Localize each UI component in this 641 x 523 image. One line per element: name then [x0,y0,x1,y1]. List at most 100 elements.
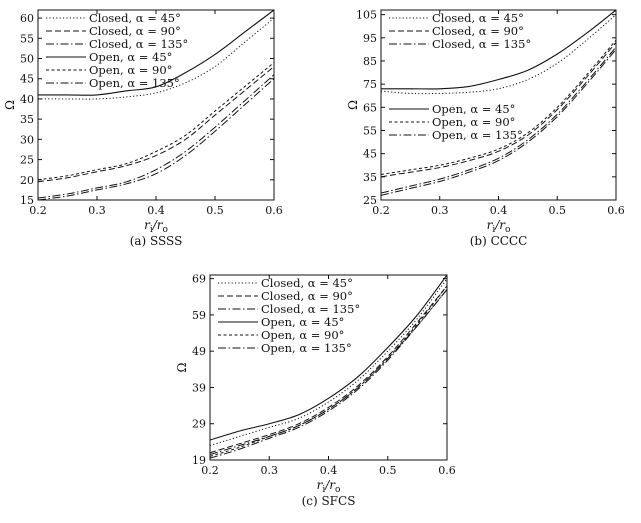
y-tick-label: 65 [363,101,377,114]
y-tick-label: 85 [363,55,377,68]
y-tick-label: 15 [20,194,34,207]
series-line-o135 [38,78,274,200]
x-axis-label: ri/ro [487,218,511,235]
x-axis-label-part: i [322,485,325,495]
x-tick-label: 0.5 [206,204,224,217]
legend-label-o90: Open, α = 90° [432,115,515,129]
series-line-o45 [210,275,447,441]
y-tick-label: 25 [363,194,377,207]
legend-label-c45: Closed, α = 45° [261,276,353,290]
y-tick-label: 20 [20,174,34,187]
legend-label-c135: Closed, α = 135° [261,302,360,316]
y-tick-label: 105 [356,9,377,22]
y-axis-label: Ω [346,100,360,110]
chart-panel-1: 0.2 0.3 0.4 0.5 0.6 15 20 25 30 35 40 45 50 55 60 Ωri/r… [3,9,283,248]
legend: Closed, α = 45°Closed, α = 90°Closed, α … [389,11,531,142]
series-line-o135 [210,289,447,459]
x-tick-label: 0.2 [201,464,219,477]
panel-caption: (b) CCCC [470,234,528,248]
legend-label-o135: Open, α = 135° [261,341,352,355]
series-line-c135 [381,46,616,194]
x-axis-label-part: r [144,218,151,232]
x-tick-label: 0.5 [379,464,397,477]
legend-label-o135: Open, α = 135° [89,76,180,90]
x-axis-label-part: /r [152,218,164,232]
legend-label-o135: Open, α = 135° [432,128,523,142]
series-line-c90 [381,42,616,178]
y-axis-label: Ω [175,362,189,372]
y-tick-label: 55 [20,32,34,45]
x-tick-label: 0.6 [607,204,625,217]
y-tick-label: 19 [192,454,206,467]
series-line-o45 [381,10,616,90]
x-axis-label-part: o [335,485,340,495]
chart-panel-3: 0.2 0.3 0.4 0.5 0.6 19 29 39 49 59 69 Ωri/ro(c) SFC… [175,273,456,508]
x-tick-label: 0.2 [29,204,47,217]
y-axis-label: Ω [3,100,17,110]
legend-label-c90: Closed, α = 90° [89,24,181,38]
y-tick-label: 50 [20,53,34,66]
series-line-c90 [38,66,274,183]
x-tick-label: 0.5 [549,204,567,217]
y-tick-label: 45 [363,148,377,161]
y-tick-label: 60 [20,12,34,25]
x-axis-label-part: /r [324,478,336,492]
series-line-o45 [38,10,274,96]
x-axis-label-part: i [150,225,153,235]
legend-label-o45: Open, α = 45° [432,102,515,116]
y-tick-label: 25 [20,154,34,167]
y-tick-label: 69 [192,273,206,286]
panel-caption: (a) SSSS [130,234,183,248]
series-line-o135 [381,49,616,196]
legend-label-o45: Open, α = 45° [261,315,344,329]
y-tick-label: 35 [20,113,34,126]
series-line-c135 [38,74,274,199]
x-tick-label: 0.3 [431,204,449,217]
x-axis-label-part: /r [494,218,506,232]
x-tick-label: 0.4 [147,204,165,217]
legend-label-c135: Closed, α = 135° [89,37,188,51]
x-axis-label-part: o [505,225,510,235]
y-tick-label: 55 [363,124,377,137]
y-tick-label: 30 [20,133,34,146]
x-tick-label: 0.6 [438,464,456,477]
legend-label-o90: Open, α = 90° [261,328,344,342]
series-line-o90 [210,285,447,457]
legend-label-c90: Closed, α = 90° [261,289,353,303]
y-tick-label: 29 [192,418,206,431]
legend-label-c45: Closed, α = 45° [89,11,181,25]
legend: Closed, α = 45°Closed, α = 90°Closed, α … [46,11,188,90]
x-axis-label-part: r [487,218,494,232]
series-line-c45 [381,14,616,95]
y-tick-label: 59 [192,309,206,322]
x-tick-label: 0.4 [490,204,508,217]
series-line-c45 [210,278,447,446]
y-tick-label: 75 [363,78,377,91]
panel-caption: (c) SFCS [302,494,356,508]
series-line-c45 [38,17,274,100]
chart-panel-2: 0.2 0.3 0.4 0.5 0.6 25 35 45 55 65 75 85 95 105 Ωri/ro… [346,9,625,248]
series-line-o90 [38,62,274,181]
y-tick-label: 35 [363,171,377,184]
legend-label-c90: Closed, α = 90° [432,24,524,38]
legend: Closed, α = 45°Closed, α = 90°Closed, α … [218,276,360,355]
legend-label-c45: Closed, α = 45° [432,11,524,25]
y-tick-label: 95 [363,32,377,45]
series-line-c90 [210,285,447,454]
x-tick-label: 0.2 [372,204,390,217]
x-axis-label-part: o [163,225,168,235]
legend-label-c135: Closed, α = 135° [432,37,531,51]
x-tick-label: 0.3 [261,464,279,477]
x-tick-label: 0.3 [88,204,106,217]
legend-label-o45: Open, α = 45° [89,50,172,64]
y-tick-label: 45 [20,73,34,86]
y-tick-label: 40 [20,93,34,106]
x-axis-label: ri/ro [144,218,168,235]
x-tick-label: 0.6 [265,204,283,217]
x-axis-label: ri/ro [317,478,341,495]
y-tick-label: 49 [192,345,206,358]
x-tick-label: 0.4 [320,464,338,477]
x-axis-label-part: i [492,225,495,235]
